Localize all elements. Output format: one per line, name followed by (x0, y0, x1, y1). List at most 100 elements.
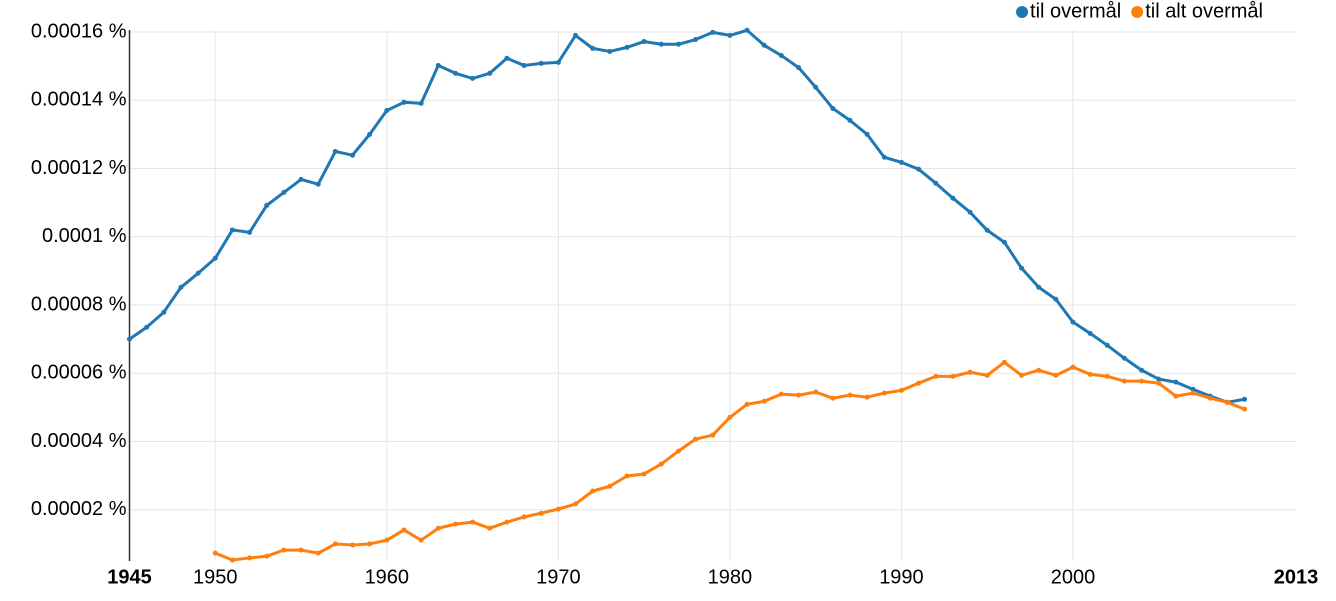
data-point (881, 390, 887, 396)
data-point (710, 29, 716, 35)
data-point (1242, 396, 1248, 402)
data-point (435, 525, 441, 531)
data-point (607, 483, 613, 489)
y-tick-label: 0.00004 % (31, 430, 127, 452)
data-point (727, 32, 733, 38)
y-tick-label: 0.00016 % (31, 20, 127, 42)
data-point (1173, 379, 1179, 385)
data-point (332, 148, 338, 154)
data-point (693, 436, 699, 442)
data-point (590, 488, 596, 494)
legend-label: til overmål (1030, 0, 1121, 22)
data-point (675, 448, 681, 454)
legend-marker (1016, 6, 1029, 18)
data-point (229, 557, 235, 563)
y-tick-label: 0.00012 % (31, 157, 127, 179)
data-point (1019, 372, 1025, 378)
data-point (727, 414, 733, 420)
data-point (178, 284, 184, 290)
data-point (470, 519, 476, 525)
legend-label: til alt overmål (1145, 0, 1263, 22)
data-point (1173, 393, 1179, 399)
data-point (521, 62, 527, 68)
data-point (1019, 265, 1025, 271)
data-point (950, 373, 956, 379)
data-point (847, 117, 853, 123)
data-point (796, 392, 802, 398)
data-point (1087, 371, 1093, 377)
data-point (830, 105, 836, 111)
data-point (813, 84, 819, 90)
x-tick-label: 1945 (107, 566, 152, 588)
data-point (1139, 367, 1145, 373)
data-point (898, 159, 904, 165)
data-point (864, 131, 870, 137)
data-point (1001, 239, 1007, 245)
x-tick-label: 1980 (708, 566, 753, 588)
data-point (693, 37, 699, 43)
data-point (1036, 367, 1042, 373)
data-point (1121, 355, 1127, 361)
data-point (624, 44, 630, 50)
series-line (128, 28, 1245, 404)
data-point (847, 392, 853, 398)
data-point (590, 45, 596, 51)
data-point (555, 506, 561, 512)
data-point (658, 461, 664, 467)
data-point (144, 324, 150, 330)
data-point (1053, 372, 1059, 378)
data-point (367, 131, 373, 137)
data-point (1036, 284, 1042, 290)
data-point (1104, 373, 1110, 379)
data-point (315, 181, 321, 187)
data-point (350, 152, 356, 158)
data-point (418, 537, 424, 543)
data-point (1053, 296, 1059, 302)
data-point (933, 180, 939, 186)
x-tick-label: 1950 (193, 566, 238, 588)
data-point (127, 336, 132, 342)
data-point (796, 64, 802, 70)
data-point (761, 398, 767, 404)
y-tick-label: 0.0001 % (42, 225, 127, 247)
data-point (521, 514, 527, 520)
data-point (1156, 380, 1162, 386)
data-point (298, 547, 304, 553)
data-point (933, 373, 939, 379)
data-point (624, 473, 630, 479)
data-point (813, 389, 819, 395)
data-point (401, 527, 407, 533)
data-point (675, 41, 681, 47)
legend-marker (1131, 6, 1144, 18)
data-point (452, 70, 458, 76)
data-point (1104, 342, 1110, 348)
data-point (1070, 319, 1076, 325)
data-point (1156, 376, 1162, 382)
data-point (744, 401, 750, 407)
data-point (1139, 378, 1145, 384)
y-tick-label: 0.00008 % (31, 293, 127, 315)
data-point (778, 53, 784, 59)
data-point (1190, 386, 1196, 392)
data-point (967, 369, 973, 375)
data-point (435, 62, 441, 68)
x-tick-label: 1970 (536, 566, 581, 588)
data-point (1242, 406, 1248, 412)
data-point (538, 60, 544, 66)
data-point (452, 521, 458, 527)
data-point (401, 99, 407, 105)
data-point (332, 541, 338, 547)
data-point (967, 209, 973, 215)
data-point (418, 100, 424, 106)
data-point (487, 70, 493, 76)
data-point (916, 380, 922, 386)
data-point (864, 394, 870, 400)
data-point (504, 55, 510, 61)
data-point (298, 176, 304, 182)
data-point (281, 189, 287, 195)
x-tick-label: 1960 (365, 566, 410, 588)
y-tick-label: 0.00006 % (31, 362, 127, 384)
data-point (1224, 399, 1230, 405)
data-point (984, 372, 990, 378)
